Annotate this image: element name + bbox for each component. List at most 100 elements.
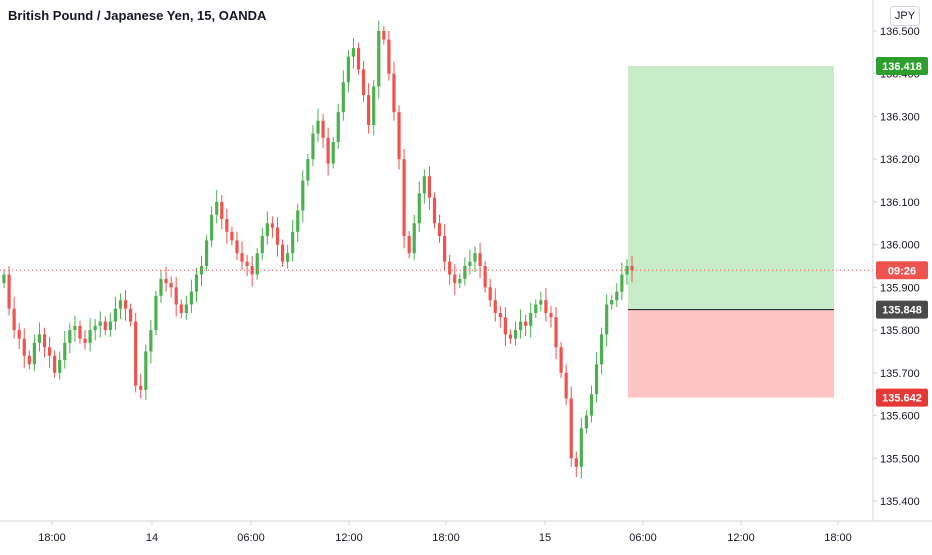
candle-body	[513, 330, 518, 339]
y-tick-label: 136.000	[880, 240, 920, 252]
candle-body	[83, 338, 87, 343]
candle-body	[549, 313, 553, 318]
candle-body	[53, 355, 57, 373]
x-tick-label: 06:00	[237, 532, 265, 544]
candle-body	[427, 176, 432, 198]
candle-body	[204, 240, 209, 266]
y-tick-label: 136.100	[880, 197, 920, 209]
candle-body	[291, 231, 295, 254]
candle-body	[478, 253, 482, 266]
candle-body	[392, 73, 396, 113]
candle-body	[301, 180, 305, 211]
candle-body	[280, 244, 285, 262]
candle-body	[103, 321, 107, 331]
x-tick-label: 18:00	[824, 532, 852, 544]
y-tick-label: 136.300	[880, 111, 920, 123]
candle-body	[88, 330, 92, 343]
candle-body	[2, 274, 6, 284]
candle-body	[144, 351, 148, 390]
candle-body	[468, 261, 472, 266]
candle-body	[483, 266, 487, 288]
countdown-label-bg	[876, 261, 928, 280]
candle-body	[544, 300, 548, 313]
candle-body	[306, 159, 310, 181]
candle-body	[503, 317, 507, 335]
candle-body	[286, 253, 290, 262]
candle-body	[184, 304, 188, 313]
candle-body	[387, 39, 391, 74]
candle-body	[179, 304, 183, 313]
candle-body	[316, 120, 320, 134]
candle-body	[630, 266, 634, 271]
candle-body	[382, 31, 386, 40]
candle-body	[554, 317, 558, 348]
candle-body	[584, 415, 589, 429]
candle-body	[417, 193, 421, 224]
y-tick-label: 136.200	[880, 154, 920, 166]
candle-body	[534, 304, 538, 313]
candle-body	[412, 223, 416, 254]
candle-body	[199, 266, 204, 275]
candle-body	[134, 321, 138, 386]
candle-body	[518, 321, 523, 331]
x-tick-label: 15	[539, 532, 551, 544]
chart-title: British Pound / Japanese Yen, 15, OANDA	[8, 8, 267, 23]
candle-body	[58, 360, 62, 373]
candle-body	[73, 325, 77, 331]
y-tick-label: 135.700	[880, 368, 920, 380]
target-price-label: 136.418	[882, 61, 922, 73]
candle-body	[569, 398, 573, 459]
candle-body	[367, 95, 371, 125]
x-tick-label: 18:00	[432, 532, 460, 544]
plot-area[interactable]	[0, 20, 873, 479]
stop-price-label: 135.642	[882, 393, 922, 405]
candle-body	[275, 227, 280, 245]
candle-body	[47, 347, 52, 356]
candle-body	[22, 338, 26, 356]
candle-body	[129, 308, 133, 322]
candle-body	[422, 176, 426, 194]
candle-body	[493, 300, 497, 313]
candle-body	[397, 112, 401, 160]
candle-body	[210, 214, 214, 241]
candle-body	[42, 334, 47, 348]
candle-body	[589, 394, 594, 416]
candle-body	[605, 304, 609, 335]
candle-body	[463, 266, 467, 279]
candle-body	[336, 112, 340, 143]
candle-body	[351, 48, 356, 57]
y-tick-label: 135.500	[880, 453, 920, 465]
candle-body	[311, 133, 315, 160]
currency-button[interactable]: JPY	[890, 6, 920, 26]
candle-body	[139, 385, 143, 390]
candle-body	[108, 321, 112, 331]
candle-body	[169, 283, 173, 288]
candle-body	[113, 308, 118, 322]
candle-body	[235, 240, 239, 254]
x-tick-label: 12:00	[335, 532, 363, 544]
candle-body	[498, 313, 502, 318]
candle-body	[372, 86, 376, 125]
candle-body	[346, 56, 350, 83]
candle-body	[620, 274, 624, 292]
y-tick-label: 136.500	[880, 26, 920, 38]
target-price-label-bg	[876, 57, 928, 76]
loss-zone	[628, 309, 834, 398]
candle-body	[255, 253, 259, 275]
candle-body	[230, 231, 234, 241]
candle-body	[508, 334, 513, 339]
candle-body	[123, 300, 128, 309]
y-tick-label: 135.900	[880, 282, 920, 294]
candle-body	[12, 308, 16, 331]
candle-body	[245, 261, 249, 266]
candle-body	[189, 291, 193, 305]
candle-body	[159, 278, 163, 296]
candle-body	[118, 300, 123, 309]
candle-body	[174, 287, 178, 305]
candle-body	[341, 82, 345, 113]
candle-body	[93, 325, 97, 331]
candle-body	[265, 223, 269, 237]
candle-body	[574, 458, 578, 467]
